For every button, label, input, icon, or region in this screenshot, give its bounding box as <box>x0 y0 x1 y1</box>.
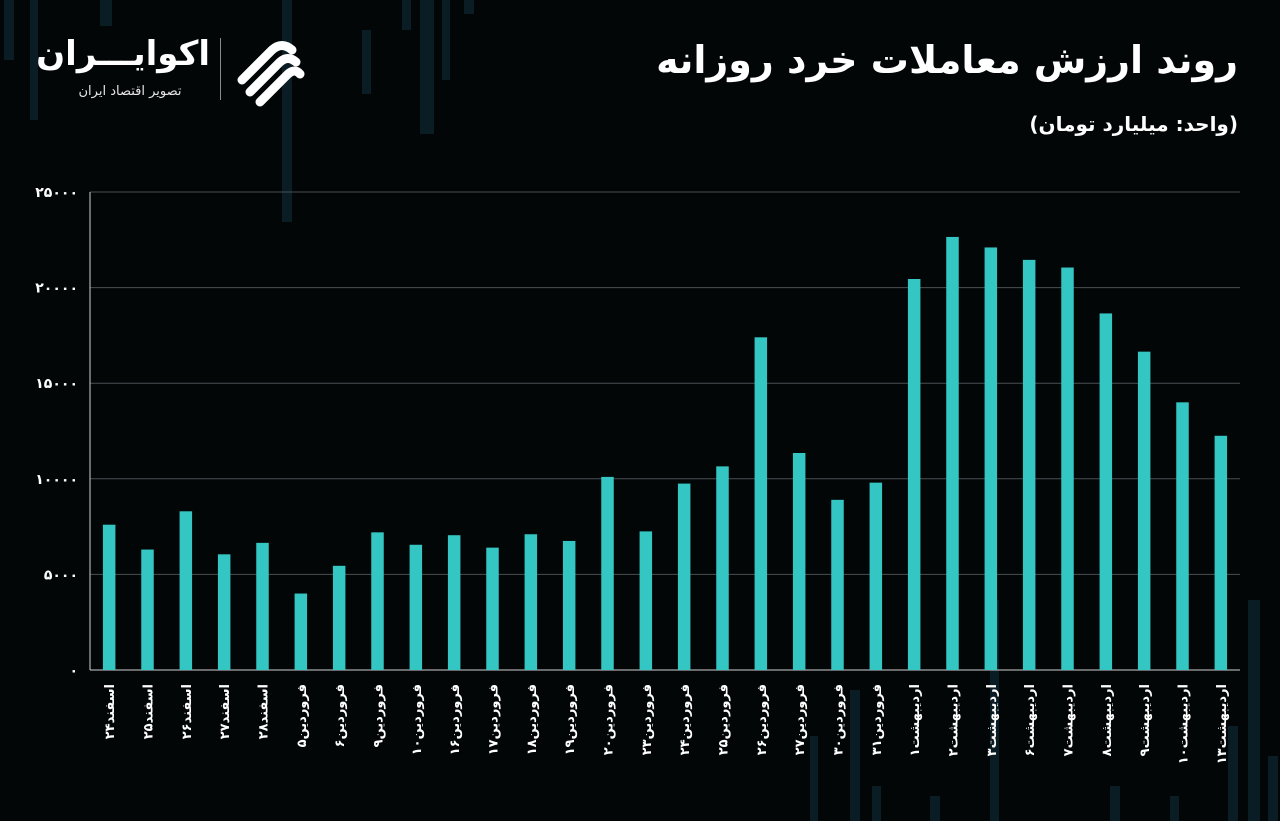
x-tick-label: اسفند۲۸ <box>257 684 272 739</box>
y-tick-label: ۱۵۰۰۰ <box>35 376 78 392</box>
y-tick-label: ۵۰۰۰ <box>44 567 78 583</box>
bar <box>102 524 116 670</box>
x-tick-label: اسفند۲۵ <box>142 684 157 739</box>
chart-title: روند ارزش معاملات خرد روزانه <box>656 38 1238 82</box>
bar <box>1214 435 1228 670</box>
x-tick-label: فروردین۳۱ <box>870 684 885 755</box>
y-tick-label: ۰ <box>69 663 78 679</box>
x-tick-label: فروردین۲۶ <box>755 684 770 755</box>
x-tick-label: فروردین۵ <box>295 684 310 747</box>
bar <box>1061 267 1074 670</box>
bar <box>141 549 154 670</box>
bar <box>332 565 346 670</box>
x-tick-label: اسفند۲۷ <box>218 684 233 739</box>
bars <box>102 236 1228 670</box>
x-tick-label: فروردین۶ <box>333 684 348 747</box>
bar <box>486 547 499 670</box>
bar <box>869 482 883 670</box>
bar <box>984 247 998 670</box>
y-tick-label: ۲۰۰۰۰ <box>35 281 78 297</box>
x-tick-label: اردیبهشت۱۰ <box>1177 684 1192 764</box>
x-tick-label: اسفند۲۶ <box>180 684 195 739</box>
x-tick-label: اردیبهشت۱ <box>908 684 923 756</box>
logo-divider <box>220 38 221 100</box>
x-tick-label: فروردین۲۷ <box>793 684 808 755</box>
x-tick-label: فروردین۲۴ <box>678 684 693 755</box>
x-tick-label: فروردین۲۳ <box>640 684 655 755</box>
grid-lines <box>90 191 1240 575</box>
x-tick-label: اردیبهشت۷ <box>1062 684 1077 756</box>
bar <box>409 544 423 670</box>
bar <box>562 540 576 670</box>
brand-logo: اکوایـــران تصویر اقتصاد ایران <box>36 34 312 108</box>
x-tick-label: اردیبهشت۲ <box>947 684 962 756</box>
x-tick-label: فروردین۲۵ <box>717 684 732 755</box>
x-tick-label: فروردین۲۰ <box>602 684 617 755</box>
x-tick-label: فروردین۳۰ <box>832 684 847 755</box>
unit-label: (واحد: میلیارد تومان) <box>1029 112 1238 136</box>
bar <box>639 531 653 670</box>
bar <box>601 476 614 670</box>
x-tick-label: فروردین۱۶ <box>448 684 463 755</box>
x-tick-label: اردیبهشت۸ <box>1100 684 1115 756</box>
bar <box>447 535 461 670</box>
y-tick-label: ۲۵۰۰۰ <box>35 185 78 201</box>
x-tick-label: اردیبهشت۱۳ <box>1215 684 1230 764</box>
bar <box>294 593 308 670</box>
bar <box>907 278 921 670</box>
bar <box>946 236 959 670</box>
bar <box>179 511 193 670</box>
brand-tagline: تصویر اقتصاد ایران <box>78 84 182 99</box>
x-tick-label: فروردین۱۰ <box>410 684 425 755</box>
brand-name: اکوایـــران <box>36 34 210 74</box>
x-tick-label: اردیبهشت۹ <box>1138 684 1153 756</box>
bar <box>831 499 844 670</box>
x-tick-label: فروردین۱۸ <box>525 684 540 755</box>
bar <box>217 554 231 670</box>
bar <box>716 466 729 670</box>
axes: ۰ ۵۰۰۰ ۱۰۰۰۰ ۱۵۰۰۰ ۲۰۰۰۰ ۲۵۰۰۰ <box>35 185 1240 679</box>
bar <box>754 337 768 670</box>
bar <box>792 452 806 670</box>
bar <box>677 483 691 670</box>
bar <box>1022 259 1036 670</box>
y-tick-label: ۱۰۰۰۰ <box>35 472 78 488</box>
bar <box>256 542 269 670</box>
x-tick-label: فروردین۱۹ <box>563 684 578 755</box>
ekoiran-logo-icon <box>237 41 305 107</box>
x-tick-label: اردیبهشت۳ <box>985 684 1000 756</box>
x-tick-label: فروردین۹ <box>372 684 387 747</box>
bar <box>371 532 384 670</box>
bar <box>1099 313 1113 670</box>
bar <box>1137 351 1151 670</box>
x-tick-label: فروردین۱۷ <box>487 684 502 755</box>
category-labels: اسفند۲۴ اسفند۲۵ اسفند۲۶ اسفند۲۷ اسفند۲۸ فرورد… <box>103 684 1230 764</box>
x-tick-label: اردیبهشت۶ <box>1023 684 1038 756</box>
x-tick-label: اسفند۲۴ <box>103 684 118 739</box>
bar <box>524 534 538 670</box>
bar <box>1176 402 1189 670</box>
